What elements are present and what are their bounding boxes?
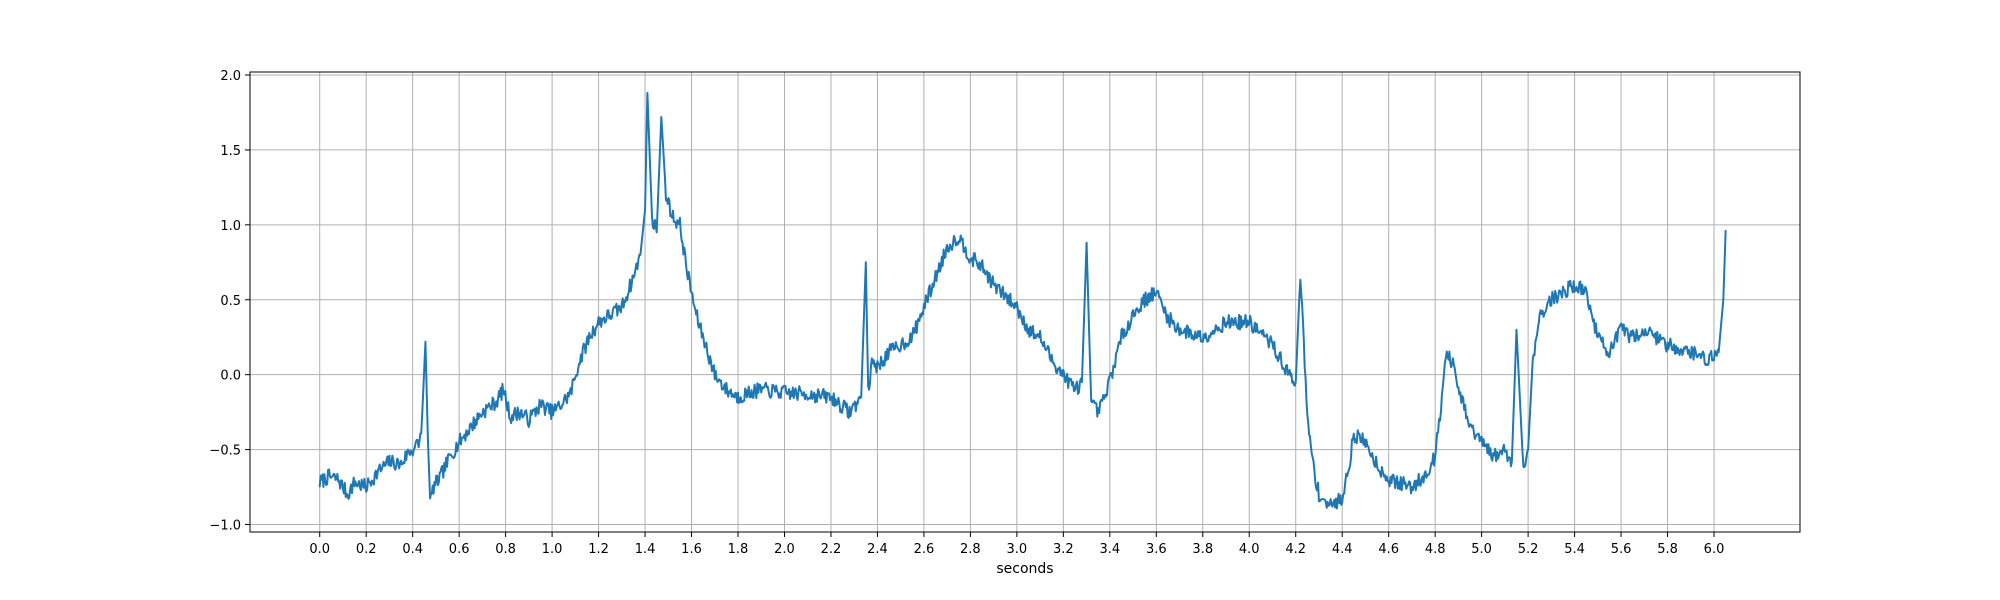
x-tick-label: 3.2 [1053, 542, 1074, 557]
x-tick-label: 1.4 [635, 542, 656, 557]
series-layer [318, 91, 1727, 510]
plot-area-frame [249, 71, 1801, 533]
x-tick-label: 5.2 [1518, 542, 1539, 557]
x-tick-label: 1.6 [681, 542, 702, 557]
x-tick-label: 0.4 [402, 542, 423, 557]
x-tick-label: 4.0 [1239, 542, 1260, 557]
x-tick-label: 3.0 [1007, 542, 1028, 557]
series-line-signal [318, 91, 1727, 510]
grid-lines [250, 72, 1800, 532]
x-tick-label: 2.2 [821, 542, 842, 557]
y-tick-label: 1.5 [220, 144, 241, 159]
x-axis: 0.0 0.2 0.4 0.6 0.8 1.0 1.2 1.4 1.6 1.8 2.0 2.2 2.4 2… [309, 532, 1724, 557]
y-tick-label: 2.0 [220, 69, 241, 84]
x-tick-label: 0.8 [495, 542, 516, 557]
y-axis: −1.0 −0.5 0.0 0.5 1.0 1.5 2.0 [209, 69, 250, 534]
x-tick-label: 4.4 [1332, 542, 1353, 557]
x-tick-label: 4.8 [1425, 542, 1446, 557]
y-tick-label: 0.5 [220, 294, 241, 309]
x-tick-label: 5.4 [1564, 542, 1585, 557]
x-tick-label: 5.0 [1471, 542, 1492, 557]
x-tick-label: 0.0 [309, 542, 330, 557]
x-tick-label: 4.6 [1378, 542, 1399, 557]
x-tick-label: 4.2 [1285, 542, 1306, 557]
x-tick-label: 0.2 [356, 542, 377, 557]
x-tick-label: 2.0 [774, 542, 795, 557]
x-tick-label: 3.8 [1192, 542, 1213, 557]
x-tick-label: 6.0 [1704, 542, 1725, 557]
y-tick-label: 1.0 [220, 219, 241, 234]
x-tick-label: 0.6 [449, 542, 470, 557]
x-tick-label: 1.2 [588, 542, 609, 557]
y-tick-label: −0.5 [209, 444, 241, 459]
x-tick-label: 5.8 [1657, 542, 1678, 557]
y-tick-label: 0.0 [220, 369, 241, 384]
x-tick-label: 2.4 [867, 542, 888, 557]
x-tick-label: 5.6 [1611, 542, 1632, 557]
x-tick-label: 2.6 [914, 542, 935, 557]
x-tick-label: 3.6 [1146, 542, 1167, 557]
x-tick-label: 1.0 [542, 542, 563, 557]
x-tick-label: 2.8 [960, 542, 981, 557]
x-axis-label: seconds [996, 561, 1053, 577]
x-tick-label: 3.4 [1099, 542, 1120, 557]
y-tick-label: −1.0 [209, 519, 241, 534]
x-tick-label: 1.8 [728, 542, 749, 557]
